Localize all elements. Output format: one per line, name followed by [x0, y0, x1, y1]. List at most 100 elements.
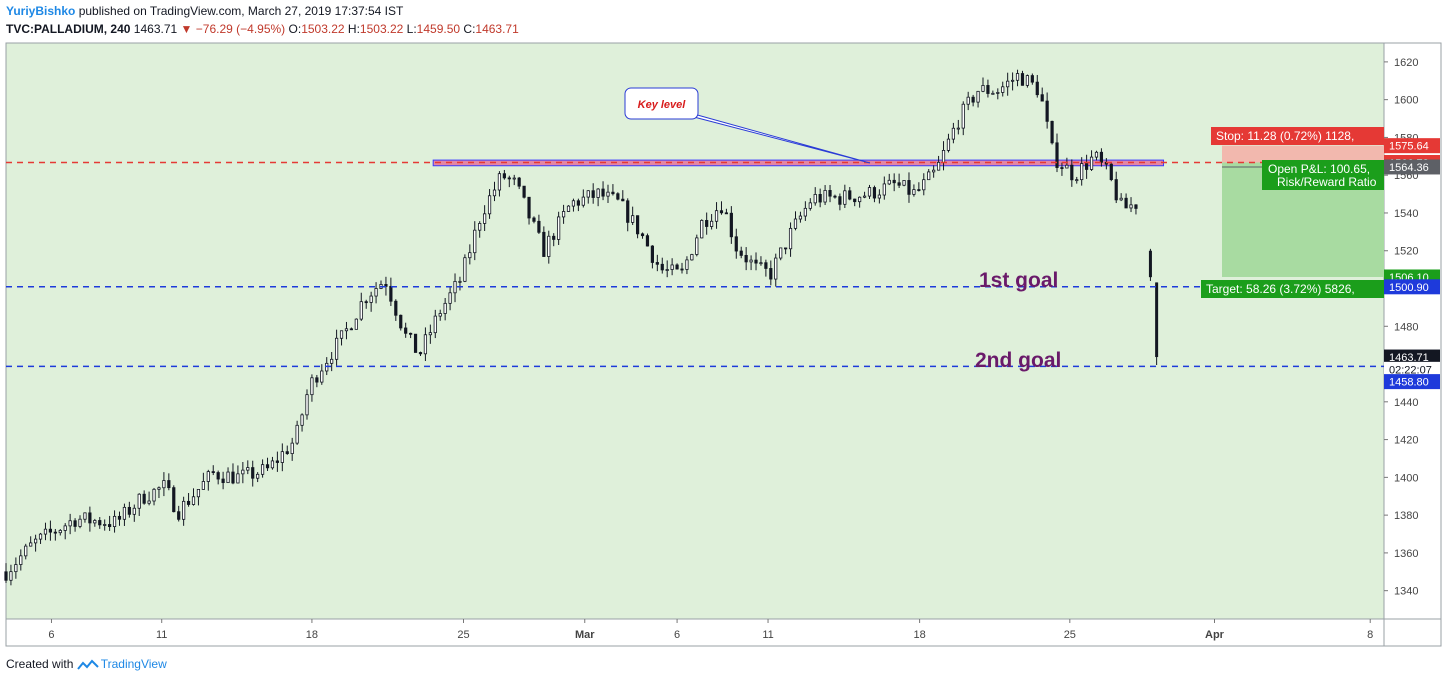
candle — [867, 187, 872, 197]
candle — [522, 185, 526, 198]
second-goal-label: 2nd goal — [975, 349, 1061, 372]
candle — [631, 215, 635, 223]
candle — [265, 464, 270, 469]
candle — [1109, 163, 1113, 180]
candle — [1099, 151, 1104, 163]
candle — [108, 524, 112, 528]
stop-label: Stop: 11.28 (0.72%) 1128, — [1216, 129, 1354, 143]
candle — [1085, 163, 1089, 170]
candle — [700, 220, 704, 239]
first-goal-label: 1st goal — [979, 269, 1058, 292]
candle — [458, 280, 462, 283]
candle — [882, 183, 886, 196]
candle — [315, 377, 319, 383]
y-tick-label: 1520 — [1394, 246, 1418, 258]
price-axis-label: 1575.64 — [1389, 141, 1429, 153]
x-tick-label: 18 — [913, 629, 925, 641]
candle — [645, 235, 650, 247]
candle — [344, 328, 349, 332]
high-label: H: — [347, 22, 360, 36]
candle — [734, 236, 738, 252]
candle — [1070, 164, 1074, 181]
candle — [1045, 100, 1049, 122]
candle — [813, 194, 817, 204]
candle — [862, 195, 867, 198]
candle — [1035, 81, 1039, 96]
candle — [665, 269, 669, 271]
candle — [246, 467, 250, 471]
candle — [779, 247, 783, 259]
candle — [635, 215, 640, 235]
candle — [1015, 73, 1020, 81]
author-link[interactable]: YuriyBishko — [6, 4, 76, 18]
candle — [956, 127, 960, 130]
candle — [334, 337, 339, 360]
candle — [73, 520, 77, 527]
candle — [912, 189, 916, 195]
low-label: L: — [406, 22, 417, 36]
candle — [808, 202, 812, 209]
price-axis-label: 02:22:07 — [1389, 364, 1432, 376]
candle — [1060, 167, 1064, 169]
candle — [320, 370, 324, 383]
candle — [729, 212, 733, 238]
price-axis-label-box — [1384, 159, 1440, 175]
candle — [418, 352, 423, 355]
candle — [951, 127, 955, 140]
candle — [88, 512, 92, 524]
candle — [117, 515, 122, 520]
created-with-text: Created with — [6, 657, 74, 671]
candle — [591, 190, 595, 198]
candle — [739, 250, 743, 256]
pnl-label: Open P&L: 100.65, — [1268, 162, 1370, 176]
candle — [53, 531, 57, 534]
plot-background — [6, 43, 1384, 619]
candle — [103, 524, 107, 526]
y-tick-label: 1620 — [1394, 57, 1418, 69]
candle — [655, 262, 659, 265]
candle — [369, 295, 373, 303]
down-arrow-icon: ▼ — [180, 22, 193, 36]
target-label: Target: 58.26 (3.72%) 5826, — [1206, 282, 1355, 296]
candle — [241, 469, 245, 475]
candle — [640, 233, 645, 237]
candle — [122, 506, 127, 520]
candle — [137, 493, 141, 509]
candle — [650, 245, 654, 263]
footer: Created with TradingView — [6, 657, 167, 671]
candle — [695, 237, 699, 255]
candle — [557, 216, 561, 240]
tradingview-brand[interactable]: TradingView — [100, 657, 167, 671]
candle — [186, 500, 191, 505]
candle — [1155, 282, 1159, 358]
close-label: C: — [463, 22, 476, 36]
price-axis-label-box — [1384, 349, 1440, 365]
candle — [774, 257, 778, 280]
x-tick-label: 25 — [457, 629, 469, 641]
candle — [236, 473, 240, 484]
candle — [981, 85, 985, 92]
candle — [1025, 75, 1030, 86]
candle — [764, 262, 768, 269]
candle — [719, 210, 724, 214]
candle — [685, 259, 689, 270]
candle — [1129, 204, 1133, 209]
x-tick-label: 11 — [156, 629, 167, 641]
stop-label-box — [1211, 127, 1384, 145]
low-value: 1459.50 — [416, 22, 461, 36]
candle — [907, 180, 911, 195]
candle — [428, 332, 432, 336]
candle — [512, 177, 516, 180]
last-price: 1463.71 — [133, 22, 178, 36]
price-axis-label-box — [1384, 138, 1440, 154]
candle — [502, 173, 506, 179]
candle — [996, 92, 1000, 94]
candle — [463, 257, 467, 282]
price-axis-label-box — [1384, 374, 1440, 390]
candle — [961, 103, 965, 129]
candle — [167, 480, 171, 489]
x-tick-label: 8 — [1367, 629, 1373, 641]
y-tick-label: 1400 — [1394, 472, 1418, 484]
candle — [848, 190, 852, 200]
